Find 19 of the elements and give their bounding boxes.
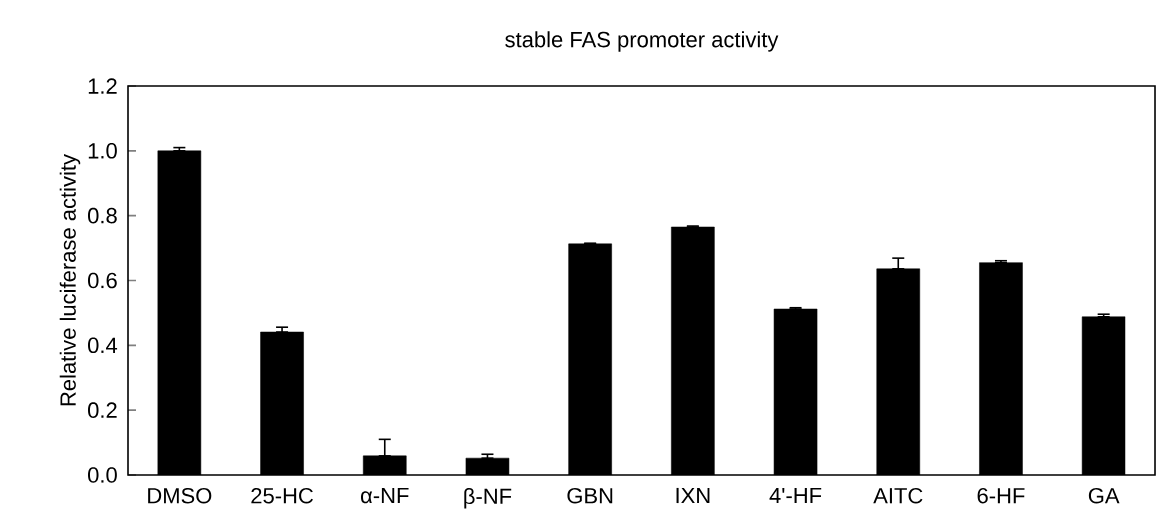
x-tick-label: 4'-HF <box>769 487 822 504</box>
y-tick-label: 1.2 <box>88 78 117 94</box>
y-tick-label: 0.6 <box>88 272 117 289</box>
x-tick-label: 25-HC <box>251 487 313 504</box>
x-tick-label: GA <box>1088 487 1120 504</box>
y-axis-title: Relative luciferase activity <box>59 154 81 406</box>
x-tick-label: IXN <box>676 487 710 504</box>
x-tick-label: DMSO <box>148 487 212 504</box>
y-tick-label: 0.8 <box>88 207 117 224</box>
x-tick-label: α-NF <box>360 487 409 504</box>
x-tick-label: 6-HF <box>977 487 1025 504</box>
x-tick-label: GBN <box>567 487 613 504</box>
y-tick-label: 0.0 <box>88 467 117 483</box>
y-tick-label: 1.0 <box>88 143 117 159</box>
y-tick-label: 0.2 <box>88 402 117 418</box>
chart-title: stable FAS promoter activity <box>505 31 779 52</box>
y-tick-label: 0.4 <box>88 337 118 354</box>
x-tick-label: AITC <box>873 487 923 504</box>
x-tick-label: β-NF <box>464 487 512 509</box>
